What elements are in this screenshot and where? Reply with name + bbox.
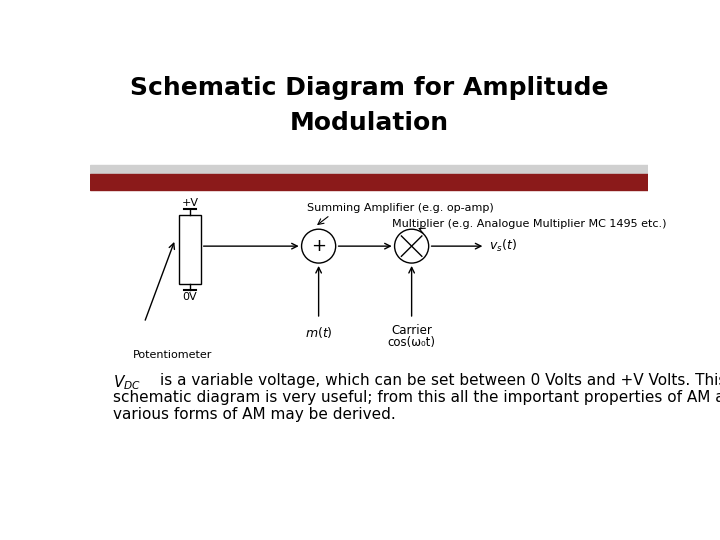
Text: schematic diagram is very useful; from this all the important properties of AM a: schematic diagram is very useful; from t…	[113, 390, 720, 405]
Text: is a variable voltage, which can be set between 0 Volts and +V Volts. This: is a variable voltage, which can be set …	[160, 373, 720, 388]
Text: Carrier: Carrier	[391, 323, 432, 336]
Text: +V: +V	[181, 198, 199, 208]
Text: 0V: 0V	[183, 292, 197, 302]
Text: Potentiometer: Potentiometer	[132, 350, 212, 360]
Text: Multiplier (e.g. Analogue Multiplier MC 1495 etc.): Multiplier (e.g. Analogue Multiplier MC …	[392, 219, 667, 229]
Text: $v_s(t)$: $v_s(t)$	[489, 238, 517, 254]
Text: various forms of AM may be derived.: various forms of AM may be derived.	[113, 407, 396, 422]
Text: Schematic Diagram for Amplitude: Schematic Diagram for Amplitude	[130, 76, 608, 100]
Circle shape	[395, 229, 428, 263]
Text: Modulation: Modulation	[289, 111, 449, 135]
Bar	[179, 215, 201, 284]
Text: $m(t)$: $m(t)$	[305, 325, 333, 340]
Bar	[90, 174, 648, 190]
Text: cos(ω₀t): cos(ω₀t)	[387, 336, 436, 349]
Text: Summing Amplifier (e.g. op-amp): Summing Amplifier (e.g. op-amp)	[307, 204, 494, 213]
Text: $V_{DC}$: $V_{DC}$	[113, 373, 141, 392]
Bar	[90, 165, 648, 177]
Text: +: +	[311, 237, 326, 255]
Circle shape	[302, 229, 336, 263]
